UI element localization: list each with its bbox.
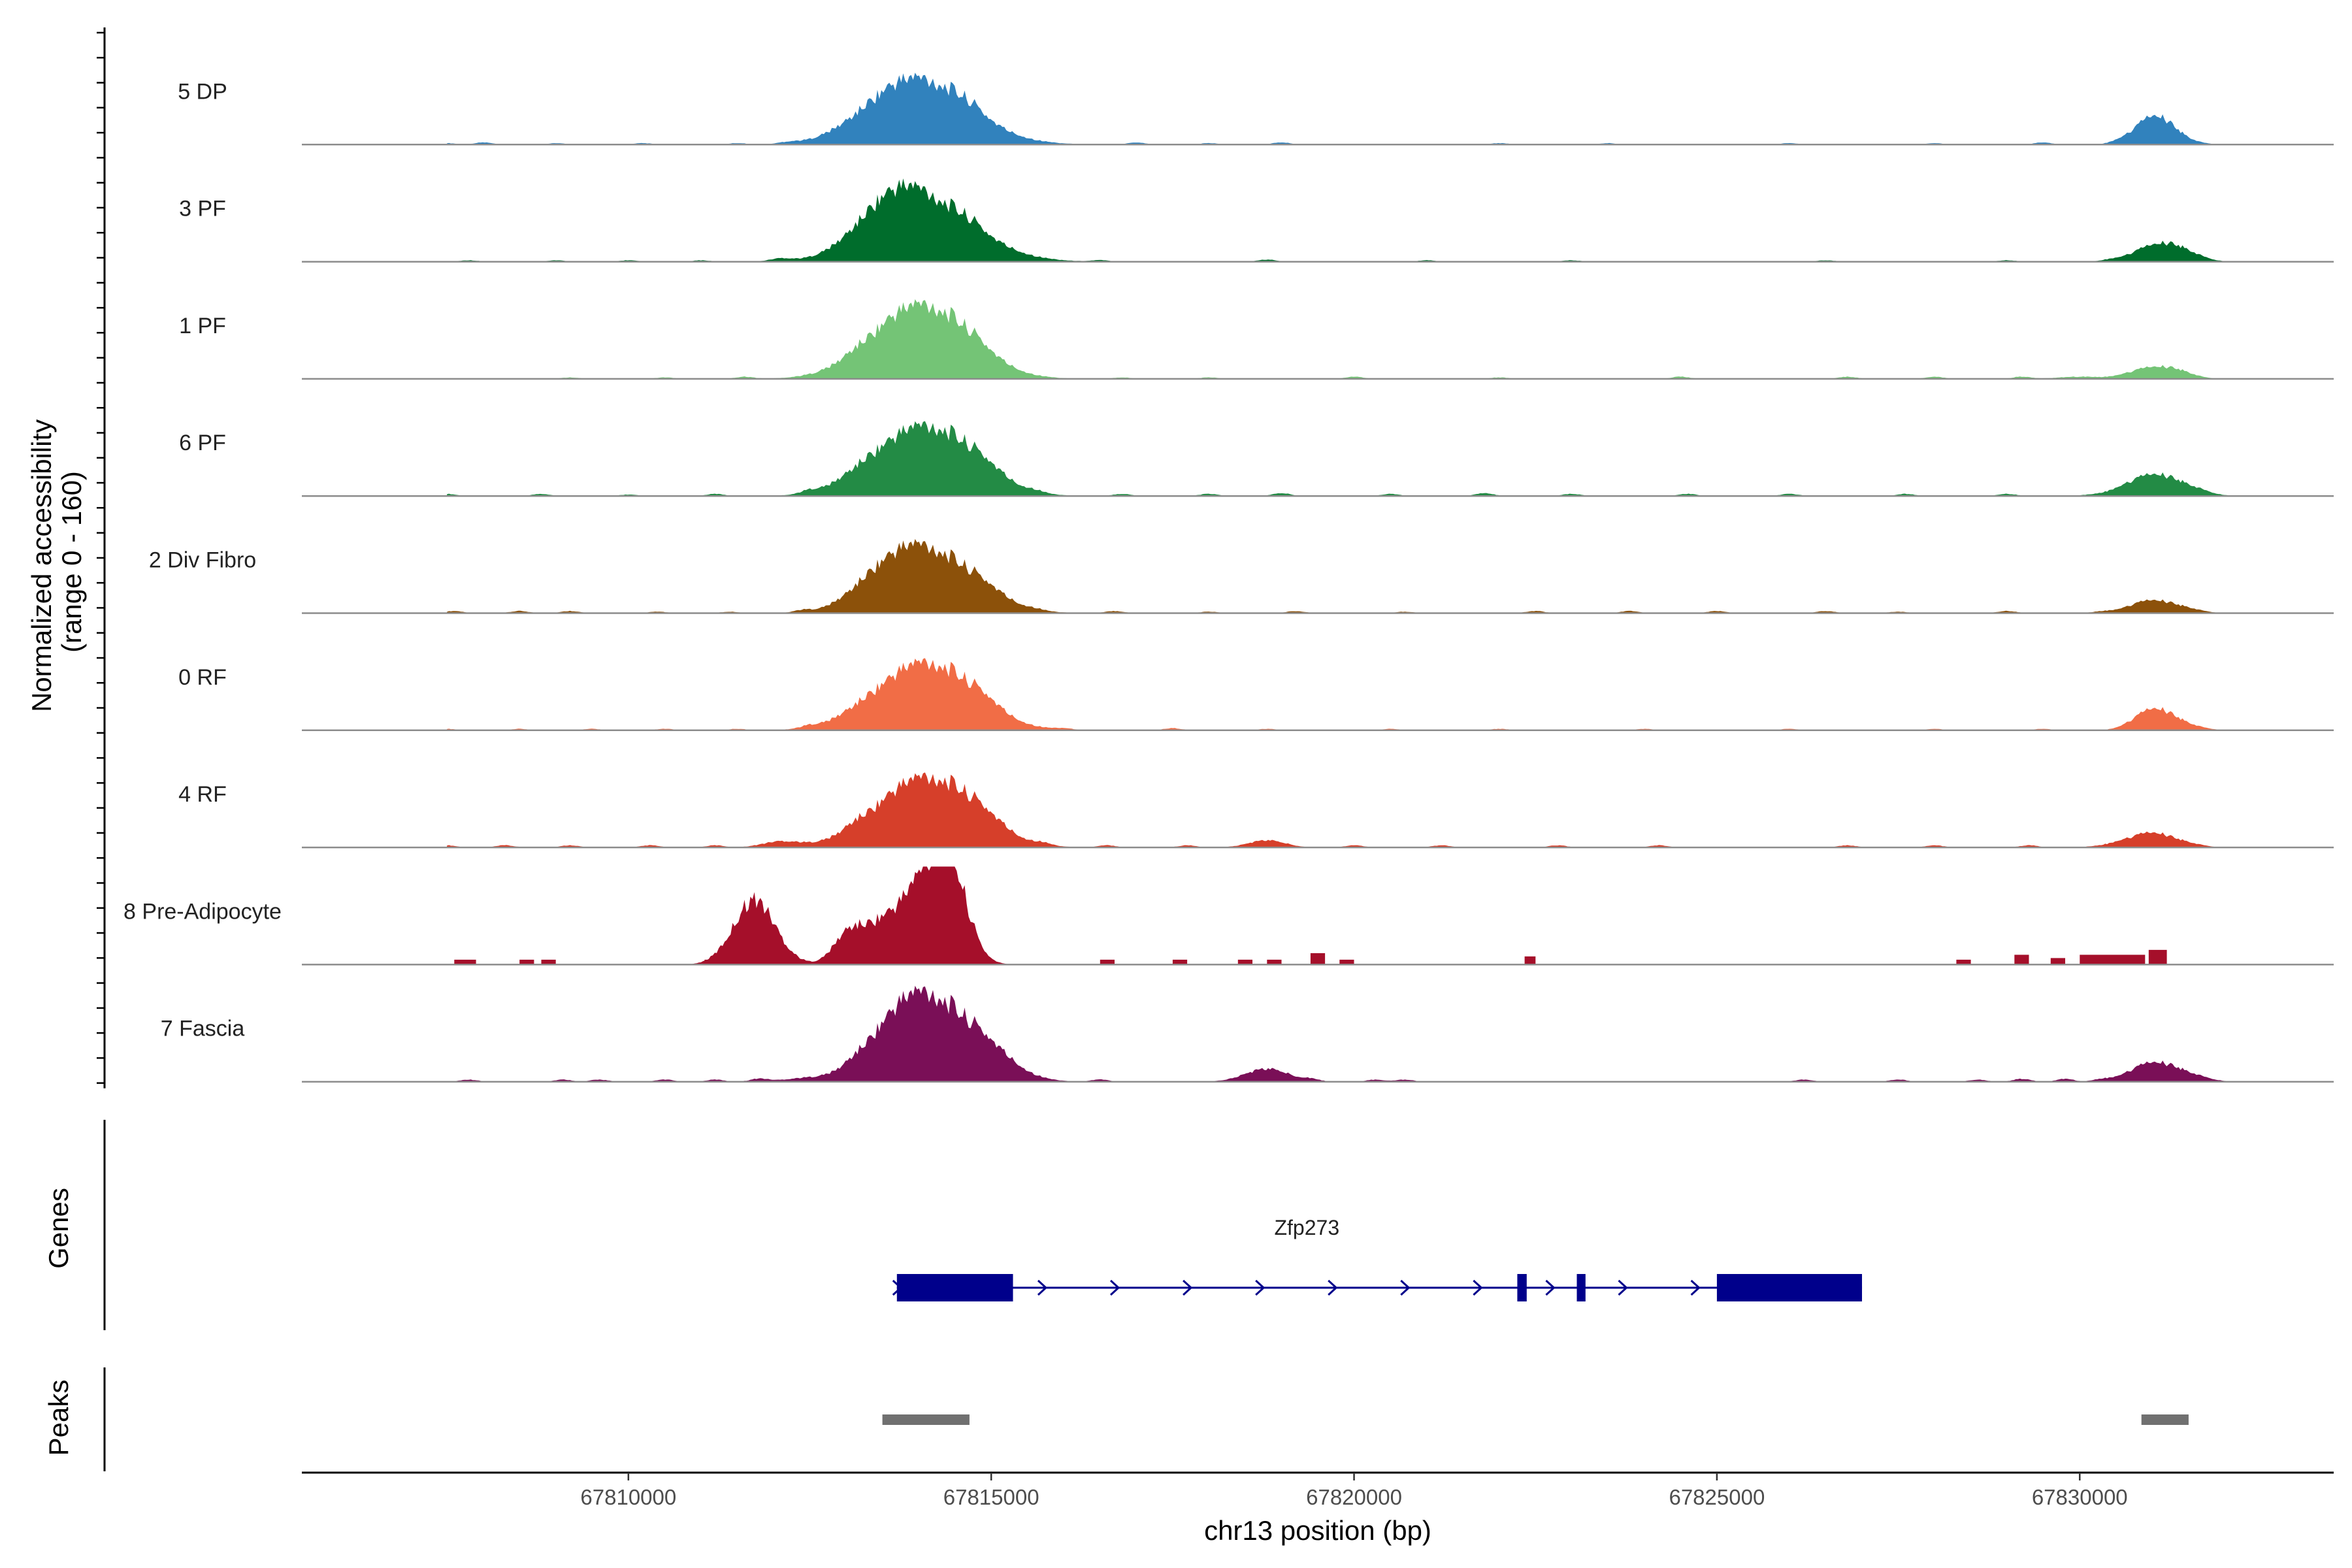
- x-tick-label: 67830000: [2032, 1485, 2128, 1509]
- coverage-block: [1524, 956, 1536, 965]
- peak-regions: [103, 1367, 2189, 1471]
- strand-arrow-icon: [1328, 1279, 1338, 1296]
- coverage-block: [1237, 959, 1252, 965]
- coverage-area-0-rf: [447, 658, 2232, 730]
- strand-arrow-icon: [1473, 1279, 1483, 1296]
- strand-arrow-icon: [1545, 1279, 1556, 1296]
- strand-arrow-icon: [1109, 1279, 1120, 1296]
- x-tick-label: 67810000: [580, 1485, 676, 1509]
- track-label-6-pf: 6 PF: [179, 431, 226, 455]
- track-4-rf: 4 RF: [178, 772, 2334, 849]
- y-axis-title-line-1: Normalized accessibility: [26, 419, 57, 712]
- y-axis-title-line-2: (range 0 - 160): [56, 471, 87, 653]
- gene-exon: [1517, 1274, 1527, 1301]
- genes-panel-title: Genes: [43, 1188, 74, 1269]
- track-8-pre-adipocyte: 8 Pre-Adipocyte: [123, 866, 2334, 966]
- gene-annotation: Zfp273: [103, 1120, 1863, 1330]
- track-0-rf: 0 RF: [178, 658, 2334, 732]
- gene-zfp273: Zfp273: [892, 1216, 1863, 1301]
- track-3-pf: 3 PF: [179, 178, 2334, 263]
- x-tick-label: 67820000: [1306, 1485, 1402, 1509]
- coverage-area-5-dp: [447, 73, 2232, 145]
- coverage-block: [2050, 958, 2065, 965]
- track-label-0-rf: 0 RF: [178, 665, 227, 690]
- coverage-area-1-pf: [447, 299, 2232, 379]
- strand-arrow-icon: [1400, 1279, 1411, 1296]
- coverage-area-2-div-fibro: [447, 539, 2232, 613]
- coverage-block: [2014, 955, 2029, 965]
- gene-exon: [1716, 1274, 1862, 1301]
- coverage-block: [2080, 955, 2146, 965]
- track-label-3-pf: 3 PF: [179, 197, 226, 221]
- coverage-tracks: 5 DP 3 PF 1 PF 6 PF 2 Div Fibro 0 RF 4 RF 8 Pre…: [123, 73, 2334, 1083]
- track-label-1-pf: 1 PF: [179, 314, 226, 338]
- coverage-block: [704, 959, 719, 965]
- gene-exon: [1576, 1274, 1586, 1301]
- gene-exon: [896, 1274, 1013, 1301]
- peaks-panel-title: Peaks: [43, 1380, 74, 1456]
- x-tick-label: 67825000: [1669, 1485, 1765, 1509]
- coverage-area-7-fascia: [447, 985, 2232, 1082]
- coverage-block: [454, 959, 476, 965]
- strand-arrow-icon: [1690, 1279, 1701, 1296]
- track-label-8-pre-adipocyte: 8 Pre-Adipocyte: [123, 899, 282, 924]
- track-label-4-rf: 4 RF: [178, 782, 227, 807]
- strand-arrow-icon: [1183, 1279, 1193, 1296]
- track-7-fascia: 7 Fascia: [161, 985, 2334, 1083]
- coverage-area-6-pf: [447, 421, 2232, 497]
- gene-name-label: Zfp273: [1274, 1216, 1339, 1239]
- coverage-block: [1339, 959, 1354, 965]
- coverage-block: [1100, 959, 1115, 965]
- coverage-block: [541, 959, 556, 965]
- peak-region-bar: [2141, 1414, 2189, 1425]
- strand-arrow-icon: [1618, 1279, 1628, 1296]
- coverage-area-8-pre-adipocyte: [447, 866, 2232, 965]
- track-label-5-dp: 5 DP: [178, 79, 227, 104]
- track-label-2-div-fibro: 2 Div Fibro: [149, 548, 256, 573]
- track-5-dp: 5 DP: [178, 73, 2334, 146]
- track-1-pf: 1 PF: [179, 299, 2334, 380]
- coverage-block: [2148, 949, 2167, 965]
- strand-arrow-icon: [1255, 1279, 1266, 1296]
- x-axis-title: chr13 position (bp): [1204, 1515, 1431, 1546]
- coverage-block: [1172, 959, 1188, 965]
- coverage-area-3-pf: [447, 178, 2232, 262]
- coverage-block: [1310, 953, 1326, 965]
- x-tick-label: 67815000: [943, 1485, 1039, 1509]
- coverage-area-4-rf: [447, 772, 2232, 848]
- coverage-block: [1956, 959, 1971, 965]
- track-2-div-fibro: 2 Div Fibro: [149, 539, 2334, 614]
- x-axis: 67810000 67815000 67820000 67825000 67830000: [302, 1471, 2334, 1509]
- track-label-7-fascia: 7 Fascia: [161, 1017, 245, 1041]
- y-axis: [97, 27, 106, 1088]
- y-axis-title: Normalized accessibility (range 0 - 160): [26, 412, 87, 712]
- coverage-block: [1267, 959, 1282, 965]
- track-6-pf: 6 PF: [179, 421, 2334, 497]
- strand-arrow-icon: [1037, 1279, 1048, 1296]
- peak-region-bar: [882, 1414, 970, 1425]
- coverage-block: [519, 959, 534, 965]
